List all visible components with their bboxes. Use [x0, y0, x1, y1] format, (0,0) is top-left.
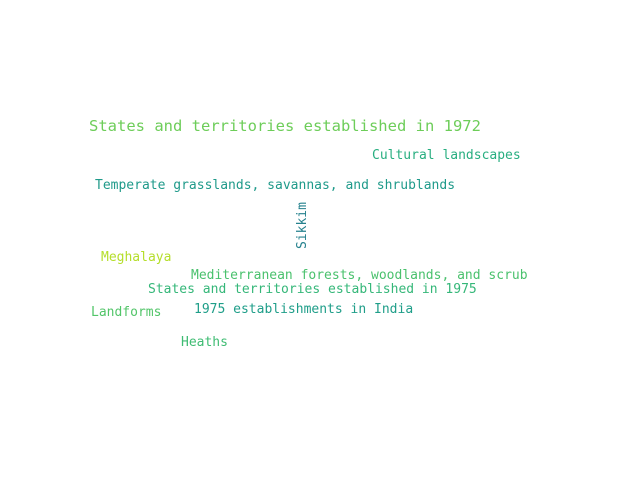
word-states-territories-1972: States and territories established in 19…	[89, 117, 481, 135]
word-mediterranean-forests: Mediterranean forests, woodlands, and sc…	[191, 268, 528, 283]
word-heaths: Heaths	[181, 335, 228, 350]
word-meghalaya: Meghalaya	[101, 250, 172, 265]
word-cultural-landscapes: Cultural landscapes	[372, 148, 521, 163]
word-sikkim: Sikkim	[295, 202, 310, 249]
word-temperate-grasslands: Temperate grasslands, savannas, and shru…	[95, 178, 456, 193]
word-states-territories-1975: States and territories established in 19…	[148, 282, 477, 297]
word-1975-establishments-india: 1975 establishments in India	[194, 302, 414, 317]
word-landforms: Landforms	[91, 305, 162, 320]
